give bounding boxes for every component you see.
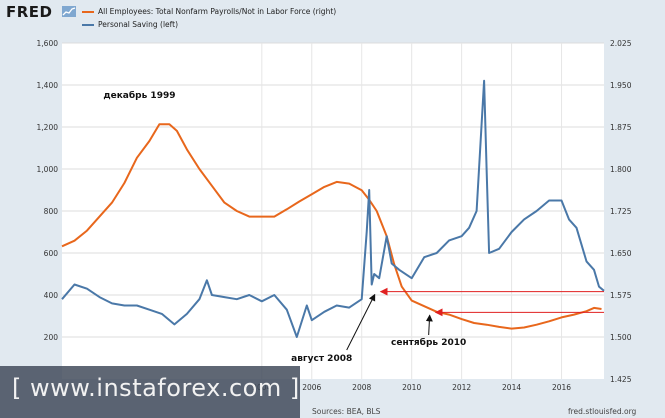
- right-tick-label: 1.425: [610, 375, 632, 384]
- series-line-payrolls: [61, 123, 602, 330]
- legend-entry-payrolls: All Employees: Total Nonfarm Payrolls/No…: [82, 7, 336, 16]
- x-tick-label: 2012: [452, 383, 471, 392]
- annotation-arrow-aug-2008: [346, 293, 376, 351]
- x-axis-ticks: 2004200620082010201220142016: [252, 383, 571, 392]
- x-tick-label: 2006: [302, 383, 321, 392]
- legend-label-payrolls: All Employees: Total Nonfarm Payrolls/No…: [98, 7, 337, 16]
- left-tick-label: 1,200: [37, 123, 59, 132]
- x-tick-label: 2008: [352, 383, 371, 392]
- x-tick-label: 2010: [402, 383, 421, 392]
- right-tick-label: 1.875: [610, 123, 632, 132]
- legend-swatch-saving: [82, 24, 94, 26]
- right-tick-label: 1.575: [610, 291, 632, 300]
- left-axis-ticks: 200 400 600 800 1,000 1,200 1,400 1,600: [37, 39, 59, 342]
- annotation-aug-2008: август 2008: [291, 354, 352, 364]
- legend-swatch-payrolls: [82, 11, 94, 13]
- series-line-saving: [61, 79, 605, 338]
- right-tick-label: 2.025: [610, 39, 632, 48]
- watermark-banner: [ www.instaforex.com ]: [0, 366, 300, 418]
- source-note: Sources: BEA, BLS: [312, 407, 381, 416]
- right-tick-label: 1.650: [610, 249, 632, 258]
- fred-logo[interactable]: FRED: [6, 3, 53, 21]
- left-tick-label: 800: [44, 207, 59, 216]
- right-tick-label: 1.725: [610, 207, 632, 216]
- left-tick-label: 1,400: [37, 81, 59, 90]
- right-axis-ticks: 1.425 1.500 1.575 1.650 1.725 1.800 1.875 1.950…: [610, 39, 632, 384]
- right-tick-label: 1.950: [610, 81, 632, 90]
- legend-entry-saving: Personal Saving (left): [82, 20, 178, 29]
- right-tick-label: 1.800: [610, 165, 632, 174]
- left-tick-label: 200: [44, 333, 59, 342]
- site-link[interactable]: fred.stlouisfed.org: [568, 407, 637, 416]
- annotation-arrow-sep-2010: [425, 314, 433, 336]
- series-lines: [61, 79, 605, 338]
- left-tick-label: 400: [44, 291, 59, 300]
- legend-label-saving: Personal Saving (left): [98, 20, 179, 29]
- reference-lines: [379, 287, 604, 317]
- x-tick-label: 2016: [552, 383, 571, 392]
- chart-header: FRED All Employees: Total Nonfarm Payrol…: [0, 0, 665, 36]
- annotations: декабрь 1999 август 2008 сентябрь 2010: [103, 90, 466, 364]
- x-tick-label: 2014: [502, 383, 521, 392]
- annotation-sep-2010: сентябрь 2010: [391, 337, 466, 348]
- left-tick-label: 1,600: [37, 39, 59, 48]
- watermark-text: [ www.instaforex.com ]: [12, 374, 300, 402]
- fred-logo-graph-icon: [62, 6, 76, 17]
- right-tick-label: 1.500: [610, 333, 632, 342]
- annotation-dec-1999: декабрь 1999: [103, 90, 175, 101]
- left-tick-label: 1,000: [37, 165, 59, 174]
- grid-lines: [62, 42, 604, 379]
- left-tick-label: 600: [44, 249, 59, 258]
